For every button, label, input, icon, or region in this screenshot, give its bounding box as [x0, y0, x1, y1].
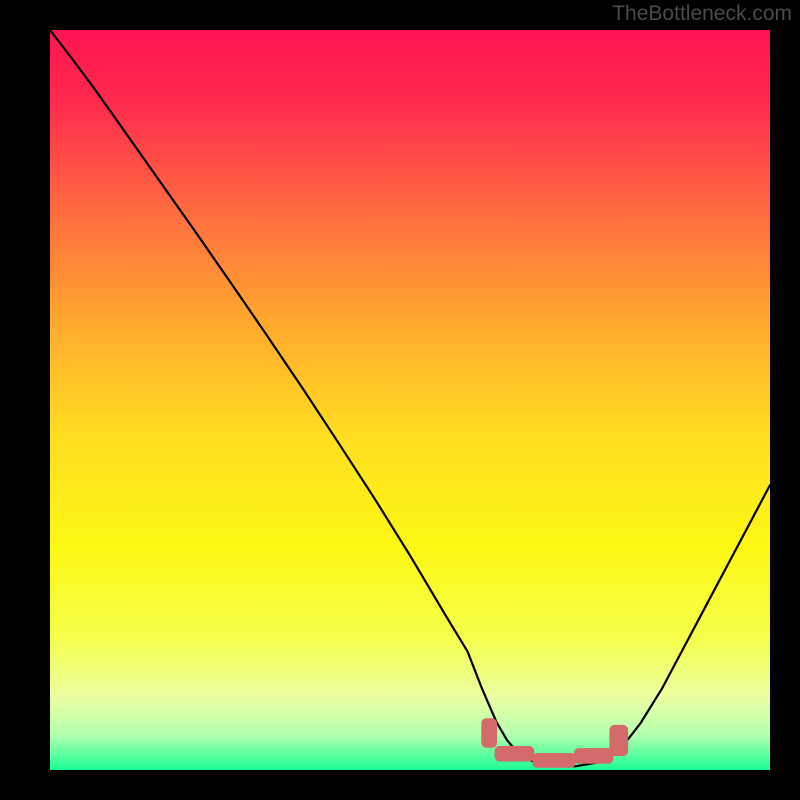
highlight-marker — [574, 748, 614, 764]
highlight-marker — [481, 718, 497, 748]
highlight-marker — [532, 753, 575, 768]
bottleneck-chart — [0, 0, 800, 800]
highlight-marker — [495, 746, 535, 762]
plot-background — [50, 30, 770, 770]
watermark-text: TheBottleneck.com — [612, 2, 792, 26]
highlight-marker — [609, 725, 628, 756]
